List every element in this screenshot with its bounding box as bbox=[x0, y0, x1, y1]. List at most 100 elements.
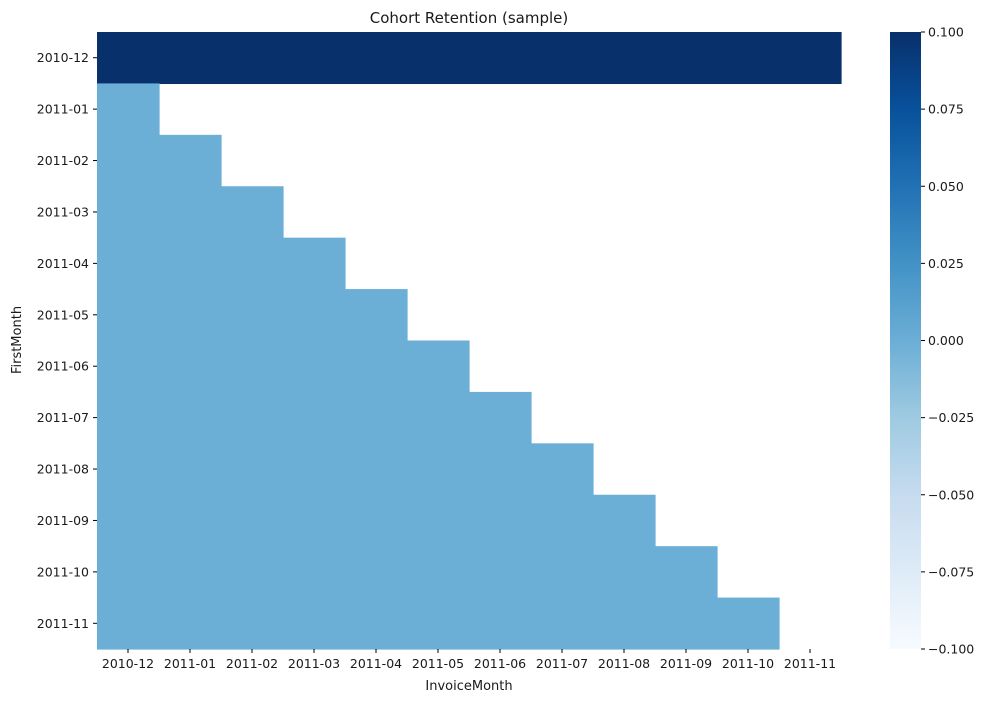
heatmap-cell bbox=[97, 546, 160, 599]
x-tick-label: 2011-08 bbox=[598, 656, 650, 671]
heatmap-cell bbox=[97, 237, 160, 290]
heatmap-cell bbox=[407, 443, 470, 496]
colorbar-tick-label: −0.025 bbox=[928, 410, 974, 425]
heatmap-cell bbox=[407, 32, 470, 85]
heatmap-cell bbox=[221, 32, 284, 85]
heatmap-cell bbox=[345, 597, 408, 650]
heatmap-cell bbox=[221, 391, 284, 444]
heatmap-cell bbox=[283, 546, 346, 599]
colorbar-tick-label: −0.075 bbox=[928, 564, 974, 579]
heatmap-cell bbox=[159, 391, 222, 444]
heatmap-cell bbox=[159, 443, 222, 496]
colorbar-tick-label: 0.075 bbox=[928, 102, 964, 117]
y-tick-label: 2011-09 bbox=[37, 513, 89, 528]
x-tick-label: 2011-10 bbox=[722, 656, 774, 671]
heatmap-cell bbox=[221, 186, 284, 239]
colorbar: 0.100 0.075 0.050 0.025 0.000 −0.025 −0.050 −0.… bbox=[890, 25, 974, 657]
heatmap-cell bbox=[531, 494, 594, 547]
heatmap-cell bbox=[531, 597, 594, 650]
y-tick-label: 2011-02 bbox=[37, 153, 89, 168]
heatmap-cell bbox=[283, 237, 346, 290]
heatmap-cell bbox=[283, 494, 346, 547]
colorbar-tick-label: 0.100 bbox=[928, 25, 964, 40]
heatmap-cell bbox=[469, 443, 532, 496]
heatmap-cell bbox=[407, 340, 470, 393]
heatmap-cell bbox=[469, 546, 532, 599]
heatmap-cell bbox=[469, 391, 532, 444]
heatmap-cell bbox=[345, 494, 408, 547]
heatmap-cell bbox=[221, 546, 284, 599]
heatmap-cell bbox=[407, 546, 470, 599]
x-tick-label: 2011-07 bbox=[536, 656, 588, 671]
heatmap-cell bbox=[469, 494, 532, 547]
heatmap-cell bbox=[593, 494, 656, 547]
colorbar-tick-label: −0.100 bbox=[928, 642, 974, 657]
heatmap-cell bbox=[593, 32, 656, 85]
heatmap-cell bbox=[97, 134, 160, 187]
colorbar-gradient bbox=[890, 32, 921, 649]
heatmap-cell bbox=[345, 32, 408, 85]
heatmap-cell bbox=[283, 32, 346, 85]
x-tick-label: 2011-05 bbox=[412, 656, 464, 671]
heatmap-cell bbox=[97, 289, 160, 342]
colorbar-ticks: 0.100 0.075 0.050 0.025 0.000 −0.025 −0.050 −0.… bbox=[921, 25, 974, 657]
heatmap-cell bbox=[159, 494, 222, 547]
y-axis: 2010-12 2011-01 2011-02 2011-03 2011-04 2011-… bbox=[37, 50, 97, 631]
heatmap-cell bbox=[221, 597, 284, 650]
heatmap-cell bbox=[655, 546, 718, 599]
heatmap-cell bbox=[469, 32, 532, 85]
heatmap-cell bbox=[655, 597, 718, 650]
heatmap-cell bbox=[531, 32, 594, 85]
heatmap-cell bbox=[655, 32, 718, 85]
heatmap-cell bbox=[345, 289, 408, 342]
x-tick-label: 2011-06 bbox=[474, 656, 526, 671]
heatmap-cell bbox=[469, 597, 532, 650]
y-tick-label: 2010-12 bbox=[37, 50, 89, 65]
heatmap-cell bbox=[159, 289, 222, 342]
heatmap-cell bbox=[159, 546, 222, 599]
heatmap-cells bbox=[97, 32, 842, 650]
heatmap-cell bbox=[97, 391, 160, 444]
heatmap-cell bbox=[283, 340, 346, 393]
heatmap-cell bbox=[283, 443, 346, 496]
heatmap-cell bbox=[221, 443, 284, 496]
y-tick-label: 2011-10 bbox=[37, 564, 89, 579]
x-tick-label: 2011-09 bbox=[660, 656, 712, 671]
x-tick-label: 2011-03 bbox=[288, 656, 340, 671]
y-tick-label: 2011-11 bbox=[37, 616, 89, 631]
heatmap-cell bbox=[159, 237, 222, 290]
heatmap-cell bbox=[593, 597, 656, 650]
heatmap-cell bbox=[97, 494, 160, 547]
heatmap-cell bbox=[221, 237, 284, 290]
heatmap-cell bbox=[159, 340, 222, 393]
heatmap-cell bbox=[345, 443, 408, 496]
heatmap-cell bbox=[159, 186, 222, 239]
heatmap-cell bbox=[283, 289, 346, 342]
y-tick-label: 2011-05 bbox=[37, 307, 89, 322]
heatmap-cell bbox=[97, 597, 160, 650]
y-axis-label: FirstMonth bbox=[10, 306, 25, 374]
colorbar-tick-label: 0.025 bbox=[928, 256, 964, 271]
y-tick-label: 2011-08 bbox=[37, 462, 89, 477]
x-axis: 2010-12 2011-01 2011-02 2011-03 2011-04 2011-… bbox=[102, 649, 836, 671]
heatmap-cell bbox=[779, 32, 842, 85]
colorbar-tick-label: −0.050 bbox=[928, 487, 974, 502]
x-tick-label: 2011-01 bbox=[164, 656, 216, 671]
x-tick-label: 2011-11 bbox=[784, 656, 836, 671]
heatmap-cell bbox=[717, 597, 780, 650]
heatmap-cell bbox=[97, 340, 160, 393]
y-tick-label: 2011-04 bbox=[37, 256, 89, 271]
y-tick-label: 2011-03 bbox=[37, 204, 89, 219]
x-tick-label: 2011-02 bbox=[226, 656, 278, 671]
heatmap-cell bbox=[283, 391, 346, 444]
heatmap-cell bbox=[159, 32, 222, 85]
heatmap-cell bbox=[407, 391, 470, 444]
x-tick-label: 2011-04 bbox=[350, 656, 402, 671]
colorbar-tick-label: 0.050 bbox=[928, 179, 964, 194]
heatmap-cell bbox=[159, 134, 222, 187]
heatmap-cell bbox=[221, 340, 284, 393]
heatmap-cell bbox=[717, 32, 780, 85]
heatmap-cell bbox=[345, 391, 408, 444]
